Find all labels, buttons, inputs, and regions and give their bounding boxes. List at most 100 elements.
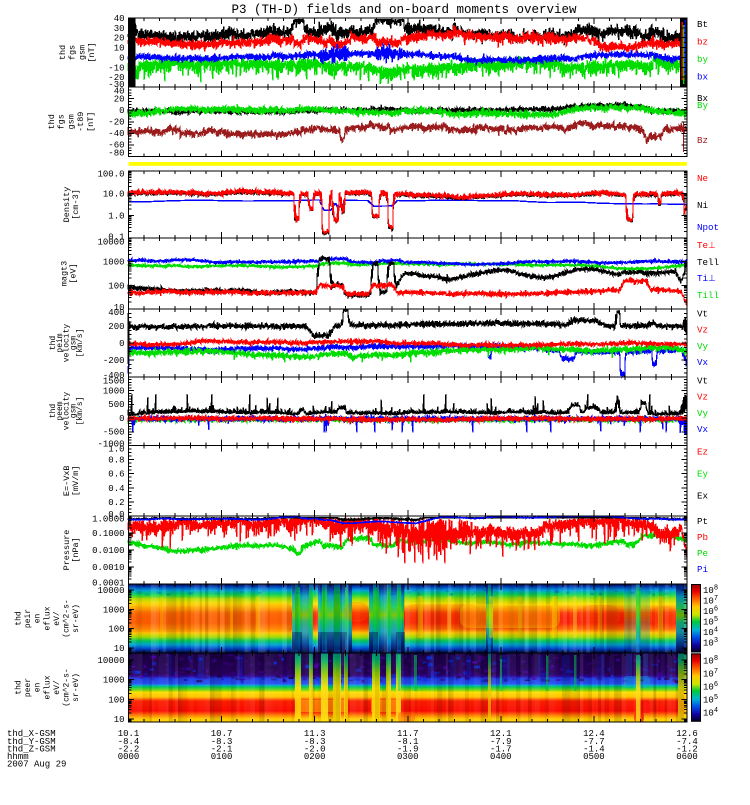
svg-text:0.8: 0.8 xyxy=(108,456,124,466)
svg-text:Vy: Vy xyxy=(697,341,709,352)
svg-text:10000: 10000 xyxy=(97,586,124,596)
svg-text:eflux: eflux xyxy=(43,675,52,699)
svg-text:eV/: eV/ xyxy=(53,611,62,626)
svg-text:gsm: gsm xyxy=(66,114,76,129)
svg-text:By: By xyxy=(697,100,709,111)
svg-text:en: en xyxy=(34,614,43,624)
svg-text:by: by xyxy=(697,54,709,65)
svg-text:200: 200 xyxy=(108,322,124,332)
svg-text:Pe: Pe xyxy=(697,548,708,559)
svg-text:0400: 0400 xyxy=(490,752,512,762)
svg-text:eflux: eflux xyxy=(43,606,52,630)
svg-text:Tell: Tell xyxy=(697,257,719,268)
svg-text:peer: peer xyxy=(24,678,33,697)
svg-text:thd: thd xyxy=(15,680,24,695)
svg-text:2007 Aug 29: 2007 Aug 29 xyxy=(7,760,66,770)
svg-text:0: 0 xyxy=(119,53,124,63)
svg-text:500: 500 xyxy=(108,400,124,410)
svg-text:0000: 0000 xyxy=(118,752,140,762)
svg-text:Ni: Ni xyxy=(697,200,709,211)
svg-text:[nT]: [nT] xyxy=(86,112,96,132)
svg-text:[mV/m]: [mV/m] xyxy=(71,465,81,496)
svg-text:bx: bx xyxy=(697,72,709,83)
svg-text:[km/s]: [km/s] xyxy=(76,329,85,358)
svg-text:[eV]: [eV] xyxy=(69,263,79,283)
svg-text:Till: Till xyxy=(697,290,719,301)
svg-text:1.0: 1.0 xyxy=(108,445,124,455)
svg-text:sr-eV): sr-eV) xyxy=(72,604,81,633)
svg-text:[km/s]: [km/s] xyxy=(76,397,85,426)
svg-text:20: 20 xyxy=(114,95,125,105)
svg-text:thd: thd xyxy=(58,45,68,60)
svg-text:0.4: 0.4 xyxy=(108,484,124,494)
svg-text:10: 10 xyxy=(114,644,125,654)
svg-text:10: 10 xyxy=(114,715,125,725)
svg-text:-t89: -t89 xyxy=(76,112,86,132)
svg-text:20: 20 xyxy=(114,34,125,44)
svg-text:400: 400 xyxy=(108,308,124,318)
svg-text:[cm-3]: [cm-3] xyxy=(71,189,81,220)
svg-text:Te⊥: Te⊥ xyxy=(697,240,716,251)
svg-text:10000: 10000 xyxy=(97,238,124,248)
svg-text:(cm^2-s-: (cm^2-s- xyxy=(63,599,72,637)
svg-text:en: en xyxy=(34,683,43,693)
svg-text:thd: thd xyxy=(47,114,57,129)
svg-text:30: 30 xyxy=(114,24,125,34)
svg-text:[nPa]: [nPa] xyxy=(71,537,81,563)
svg-text:Vx: Vx xyxy=(697,424,709,435)
svg-text:0.0100: 0.0100 xyxy=(92,546,124,556)
svg-text:0.0010: 0.0010 xyxy=(92,563,124,573)
svg-text:0300: 0300 xyxy=(397,752,419,762)
svg-text:Vt: Vt xyxy=(697,376,708,387)
svg-text:Ex: Ex xyxy=(697,491,709,502)
svg-text:0.1000: 0.1000 xyxy=(92,529,124,539)
svg-text:1000: 1000 xyxy=(103,387,125,397)
svg-text:0: 0 xyxy=(119,414,124,424)
svg-text:Vx: Vx xyxy=(697,357,709,368)
svg-text:bz: bz xyxy=(697,37,708,48)
svg-text:10: 10 xyxy=(114,44,125,54)
svg-text:100: 100 xyxy=(108,625,124,635)
svg-text:eV/: eV/ xyxy=(53,680,62,695)
svg-text:[nT]: [nT] xyxy=(87,42,97,62)
svg-text:0: 0 xyxy=(119,339,124,349)
svg-text:0.6: 0.6 xyxy=(108,470,124,480)
svg-text:thd: thd xyxy=(15,611,24,626)
svg-text:0500: 0500 xyxy=(583,752,605,762)
svg-text:-40: -40 xyxy=(108,129,124,139)
svg-text:Ti⊥: Ti⊥ xyxy=(697,273,716,284)
svg-text:sr-eV): sr-eV) xyxy=(72,673,81,702)
svg-text:Pt: Pt xyxy=(697,516,708,527)
svg-text:Vz: Vz xyxy=(697,392,708,403)
svg-text:0200: 0200 xyxy=(304,752,326,762)
svg-text:Bt: Bt xyxy=(697,19,708,30)
svg-text:0100: 0100 xyxy=(211,752,233,762)
svg-text:-500: -500 xyxy=(103,427,125,437)
svg-text:-200: -200 xyxy=(103,356,125,366)
svg-text:Pb: Pb xyxy=(697,532,708,543)
svg-text:Vt: Vt xyxy=(697,309,708,320)
svg-text:Ne: Ne xyxy=(697,173,708,184)
svg-text:100: 100 xyxy=(108,695,124,705)
svg-text:0.2: 0.2 xyxy=(108,498,124,508)
svg-text:10.0: 10.0 xyxy=(103,189,125,199)
svg-text:-10: -10 xyxy=(108,63,124,73)
svg-text:40: 40 xyxy=(114,14,125,24)
svg-text:0600: 0600 xyxy=(676,752,698,762)
svg-text:fgs: fgs xyxy=(57,114,67,129)
svg-text:1.0000: 1.0000 xyxy=(92,515,124,525)
svg-text:Vz: Vz xyxy=(697,325,708,336)
svg-text:Ey: Ey xyxy=(697,469,709,480)
svg-text:100.0: 100.0 xyxy=(97,170,124,180)
svg-text:Npot: Npot xyxy=(697,222,719,233)
svg-text:1000: 1000 xyxy=(103,605,125,615)
svg-text:gsm: gsm xyxy=(77,45,87,60)
svg-text:10000: 10000 xyxy=(97,656,124,666)
svg-text:1000: 1000 xyxy=(103,258,125,268)
svg-text:Ez: Ez xyxy=(697,447,708,458)
svg-text:0: 0 xyxy=(119,106,124,116)
svg-text:1500: 1500 xyxy=(103,377,125,387)
svg-text:100: 100 xyxy=(108,281,124,291)
svg-text:Pi: Pi xyxy=(697,564,709,575)
svg-text:(cm^2-s-: (cm^2-s- xyxy=(63,668,72,706)
